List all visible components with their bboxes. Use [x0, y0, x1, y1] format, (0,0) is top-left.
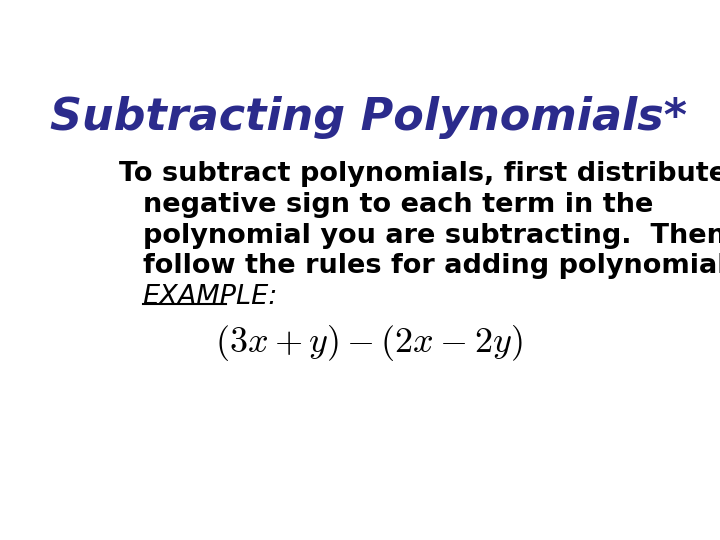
Text: Subtracting Polynomials*: Subtracting Polynomials* — [50, 96, 688, 139]
Text: negative sign to each term in the: negative sign to each term in the — [143, 192, 653, 218]
Text: EXAMPLE:: EXAMPLE: — [143, 284, 278, 310]
Text: To subtract polynomials, first distribute the: To subtract polynomials, first distribut… — [120, 161, 720, 187]
Text: $(3x+y)-(2x-2y)$: $(3x+y)-(2x-2y)$ — [215, 323, 523, 363]
Text: follow the rules for adding polynomials.: follow the rules for adding polynomials. — [143, 253, 720, 280]
Text: polynomial you are subtracting.  Then: polynomial you are subtracting. Then — [143, 222, 720, 248]
